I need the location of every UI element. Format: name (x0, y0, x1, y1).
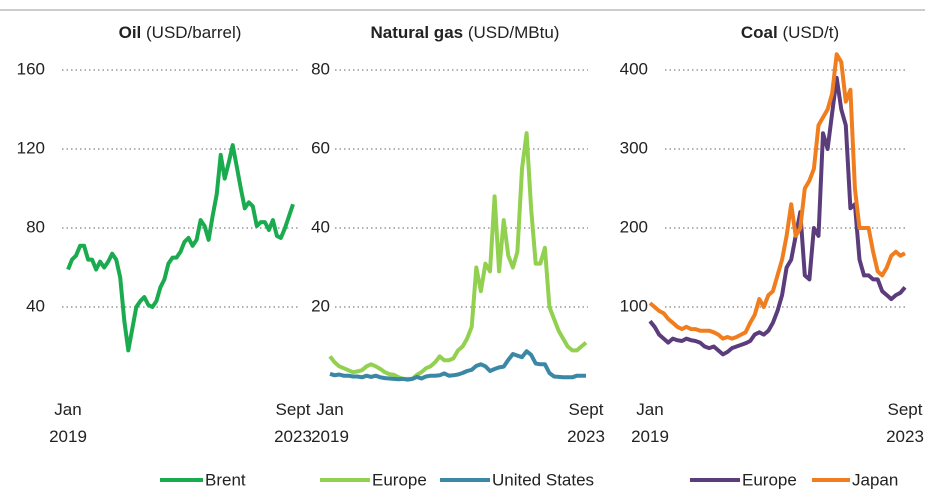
y-tick-label: 40 (26, 296, 45, 315)
series-line (648, 52, 906, 341)
y-tick-label: 100 (620, 296, 648, 315)
title-unit: (USD/MBtu) (468, 23, 560, 42)
y-tick-label: 60 (311, 138, 330, 157)
legend-label: Japan (852, 470, 898, 489)
series-line (66, 143, 295, 353)
legend-label: Europe (372, 470, 427, 489)
legend-label: Europe (742, 470, 797, 489)
x-tick-label: Jan 2019 (49, 400, 87, 446)
y-tick-label: 80 (26, 217, 45, 236)
title-unit: (USD/t) (782, 23, 839, 42)
chart-title: Oil (USD/barrel) (119, 23, 242, 42)
x-tick-label: Jan 2019 (311, 400, 349, 446)
y-tick-label: 40 (311, 217, 330, 236)
y-tick-label: 160 (17, 59, 45, 78)
series-line (329, 349, 586, 382)
y-tick-label: 120 (17, 138, 45, 157)
chart-title: Coal (USD/t) (741, 23, 839, 42)
title-bold: Oil (119, 23, 142, 42)
y-tick-label: 300 (620, 138, 648, 157)
series-line (648, 75, 907, 357)
chart-title: Natural gas (USD/MBtu) (371, 23, 560, 42)
x-tick-label: Sept 2023 (886, 400, 924, 446)
y-tick-label: 20 (311, 296, 330, 315)
x-tick-label: Jan 2019 (631, 400, 669, 446)
legend-label: Brent (205, 470, 246, 489)
legend-label: United States (492, 470, 594, 489)
x-tick-label: Sept 2023 (274, 400, 312, 446)
y-tick-label: 400 (620, 59, 648, 78)
x-tick-label: Sept 2023 (567, 400, 605, 446)
series-line (328, 131, 588, 381)
y-tick-label: 200 (620, 217, 648, 236)
title-bold: Natural gas (371, 23, 464, 42)
title-bold: Coal (741, 23, 778, 42)
y-tick-label: 80 (311, 59, 330, 78)
title-unit: (USD/barrel) (146, 23, 241, 42)
